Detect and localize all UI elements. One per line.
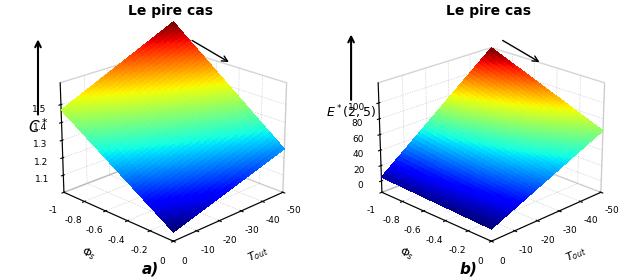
Y-axis label: $\Phi_s$: $\Phi_s$ <box>397 245 416 264</box>
Text: b): b) <box>459 262 477 277</box>
Y-axis label: $\Phi_s$: $\Phi_s$ <box>79 245 98 264</box>
X-axis label: $T_{out}$: $T_{out}$ <box>564 243 589 265</box>
X-axis label: $T_{out}$: $T_{out}$ <box>246 243 272 265</box>
Text: $E^*(2,5)$: $E^*(2,5)$ <box>326 104 376 121</box>
Text: $C^*$: $C^*$ <box>27 118 49 136</box>
Text: a): a) <box>142 262 159 277</box>
Title: Le pire cas: Le pire cas <box>128 4 213 18</box>
Title: Le pire cas: Le pire cas <box>445 4 530 18</box>
